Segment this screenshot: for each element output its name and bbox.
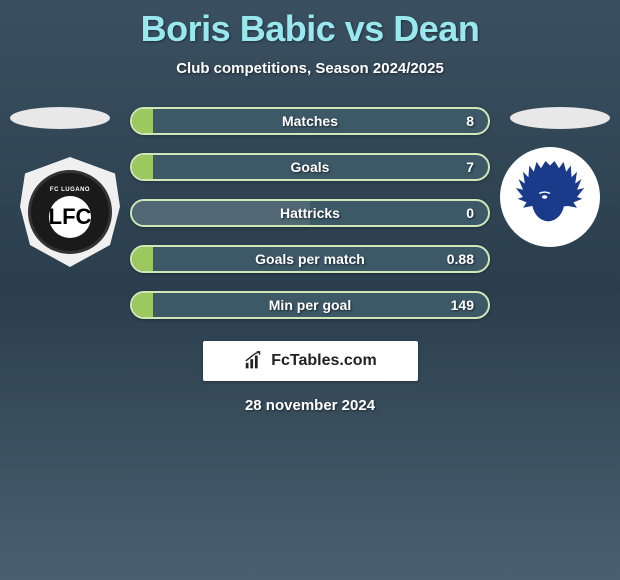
date-label: 28 november 2024 (0, 397, 620, 414)
brand-box[interactable]: FcTables.com (203, 341, 418, 381)
stat-label: Goals (291, 159, 330, 175)
team-left-badge: FC LUGANO LFC (20, 157, 120, 267)
comparison-panel: FC LUGANO LFC Matches 8 Goals 7 Hattricks 0 Go… (0, 107, 620, 319)
team-right-badge (500, 147, 600, 257)
indian-head-icon (500, 147, 600, 247)
stat-label: Matches (282, 113, 338, 129)
bar-left-segment (132, 155, 153, 179)
shield-icon: FC LUGANO LFC (20, 157, 120, 267)
chart-icon (243, 350, 265, 372)
stat-value: 0 (466, 205, 474, 221)
bar-left-segment (132, 109, 153, 133)
stat-bars: Matches 8 Goals 7 Hattricks 0 Goals per match 0… (130, 107, 490, 319)
subtitle: Club competitions, Season 2024/2025 (0, 60, 620, 77)
stat-label: Hattricks (280, 205, 340, 221)
player-left-ellipse (10, 107, 110, 129)
team-left-name: FC LUGANO (50, 187, 90, 193)
stat-value: 7 (466, 159, 474, 175)
bar-left-segment (132, 293, 153, 317)
stat-bar: Min per goal 149 (130, 291, 490, 319)
team-left-monogram: LFC (49, 196, 91, 238)
bar-left-segment (132, 247, 153, 271)
stat-value: 0.88 (447, 251, 474, 267)
stat-bar: Goals 7 (130, 153, 490, 181)
stat-bar: Matches 8 (130, 107, 490, 135)
stat-bar: Goals per match 0.88 (130, 245, 490, 273)
stat-value: 8 (466, 113, 474, 129)
stat-label: Goals per match (255, 251, 365, 267)
player-right-ellipse (510, 107, 610, 129)
page-title: Boris Babic vs Dean (0, 0, 620, 50)
stat-label: Min per goal (269, 297, 351, 313)
stat-value: 149 (451, 297, 474, 313)
brand-label: FcTables.com (271, 352, 377, 370)
stat-bar: Hattricks 0 (130, 199, 490, 227)
